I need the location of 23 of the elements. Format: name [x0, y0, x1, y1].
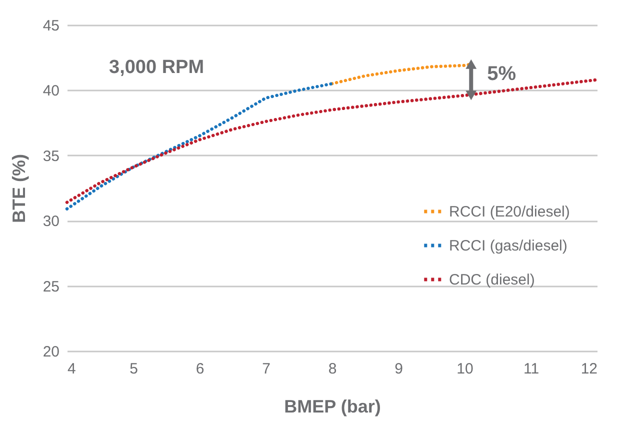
annotation: 3,000 RPM [109, 57, 204, 78]
x-tick-label: 7 [262, 360, 270, 378]
y-tick-label: 30 [42, 213, 60, 230]
x-tick-label: 12 [580, 360, 598, 378]
x-tick-label: 9 [394, 360, 403, 378]
y-tick-label: 20 [42, 344, 60, 360]
x-tick-label: 11 [523, 360, 540, 378]
x-tick-label: 8 [328, 360, 337, 378]
legend-label: RCCI (E20/diesel) [449, 204, 570, 220]
legend-label: CDC (diesel) [449, 272, 535, 288]
y-tick-label: 45 [42, 18, 60, 34]
annotation: 5% [487, 63, 516, 86]
x-tick-label: 6 [196, 360, 204, 378]
x-axis-title: BMEP (bar) [284, 396, 381, 416]
x-tick-label: 4 [68, 360, 76, 378]
x-tick-label: 10 [456, 360, 474, 378]
x-tick-label: 5 [130, 360, 138, 378]
y-axis-title: BTE (%) [8, 154, 29, 223]
y-tick-label: 25 [42, 278, 60, 296]
y-tick-label: 35 [42, 148, 60, 165]
line-series [65, 82, 334, 210]
legend-label: RCCI (gas/diesel) [449, 238, 568, 254]
y-tick-label: 40 [42, 82, 60, 100]
